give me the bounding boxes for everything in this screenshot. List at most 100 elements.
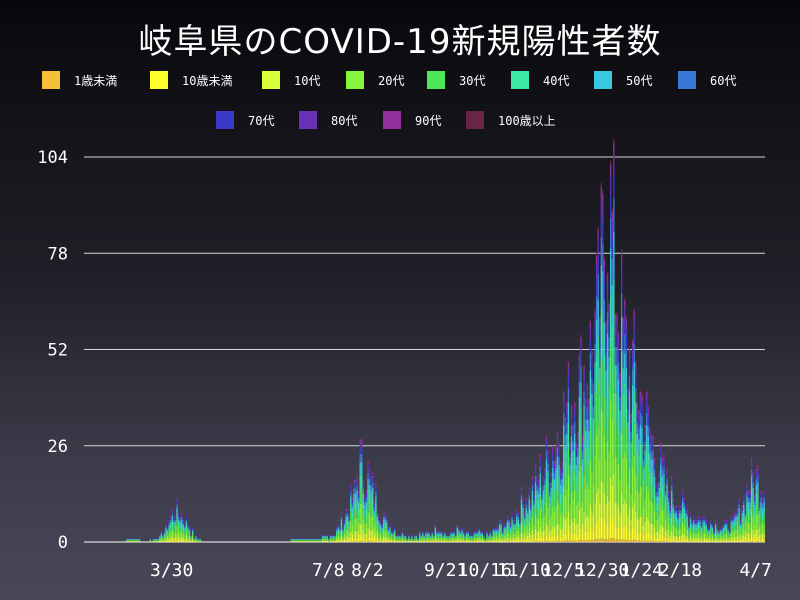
bar-segment — [188, 528, 191, 530]
bar-segment — [370, 478, 372, 482]
bar-segment — [428, 536, 430, 538]
bar-segment — [332, 535, 335, 537]
bar-segment — [594, 329, 596, 344]
bar-segment — [431, 531, 433, 533]
bar-segment — [381, 527, 383, 530]
bar-segment — [489, 537, 491, 541]
bar-segment — [707, 539, 709, 541]
bar-segment — [597, 255, 599, 275]
bar-segment — [606, 333, 609, 367]
bar-segment — [470, 537, 473, 539]
bar-segment — [617, 539, 620, 542]
bar-segment — [649, 453, 651, 468]
bar-segment — [550, 482, 552, 488]
bar-segment — [574, 406, 576, 414]
bar-segment — [168, 533, 170, 539]
bar-segment — [176, 525, 178, 535]
bar-segment — [727, 529, 729, 531]
bar-segment — [574, 413, 576, 423]
bar-segment — [179, 519, 181, 523]
bar-segment — [298, 540, 300, 541]
bar-segment — [719, 540, 721, 542]
bar-segment — [492, 540, 494, 542]
bar-segment — [581, 534, 584, 541]
bar-segment — [519, 540, 521, 542]
bar-segment — [173, 522, 175, 526]
bar-segment — [376, 516, 379, 521]
bar-segment — [575, 457, 577, 466]
bar-segment — [758, 507, 761, 511]
bar-segment — [642, 460, 645, 468]
bar-segment — [628, 540, 631, 542]
bar-segment — [156, 540, 158, 541]
bar-segment — [429, 539, 432, 541]
bar-segment — [663, 535, 665, 542]
bar-segment — [584, 403, 587, 411]
legend-label: 100歳以上 — [498, 113, 556, 128]
bar-segment — [453, 540, 455, 542]
bar-segment — [588, 448, 590, 469]
bar-segment — [738, 534, 740, 539]
bar-segment — [564, 540, 566, 542]
bar-segment — [675, 523, 678, 529]
bar-segment — [677, 516, 679, 520]
bar-segment — [559, 484, 562, 494]
bar-segment — [610, 400, 612, 478]
bar-segment — [547, 453, 549, 458]
bar-segment — [597, 299, 599, 338]
bar-segment — [586, 419, 588, 439]
bar-segment — [600, 308, 602, 359]
bar-segment — [680, 528, 682, 536]
bar-segment — [392, 540, 394, 542]
bar-segment — [332, 538, 335, 540]
bar-segment — [431, 541, 433, 542]
bar-segment — [512, 521, 515, 524]
bar-segment — [184, 526, 186, 528]
bar-segment — [627, 392, 629, 401]
bar-segment — [594, 455, 596, 503]
bar-segment — [743, 538, 745, 542]
bar-segment — [444, 536, 446, 538]
bar-segment — [689, 539, 692, 542]
bar-segment — [420, 538, 422, 540]
bar-segment — [650, 450, 653, 460]
bar-segment — [700, 527, 703, 530]
bar-segment — [533, 504, 535, 511]
bar-segment — [431, 536, 433, 538]
bar-segment — [606, 282, 609, 297]
bar-segment — [691, 540, 693, 542]
bar-segment — [381, 538, 383, 541]
bar-segment — [677, 519, 679, 523]
bar-segment — [378, 518, 380, 520]
bar-segment — [660, 465, 662, 478]
bar-segment — [696, 538, 698, 541]
bar-segment — [619, 540, 621, 542]
bar-segment — [703, 516, 706, 518]
bar-segment — [710, 520, 712, 522]
bar-segment — [548, 503, 551, 512]
bar-segment — [195, 536, 197, 538]
bar-segment — [476, 534, 479, 537]
bar-segment — [149, 540, 152, 541]
bar-segment — [165, 524, 167, 526]
bar-segment — [329, 537, 332, 539]
bar-segment — [633, 343, 635, 363]
bar-segment — [739, 530, 742, 534]
bar-segment — [350, 483, 352, 486]
bar-segment — [591, 378, 593, 394]
bar-segment — [644, 498, 646, 522]
bar-segment — [348, 519, 350, 523]
bar-segment — [544, 493, 546, 505]
bar-segment — [691, 524, 693, 528]
bar-segment — [672, 507, 674, 514]
bar-segment — [605, 459, 607, 505]
bar-segment — [159, 538, 161, 540]
bar-segment — [646, 540, 648, 542]
bar-segment — [503, 532, 505, 536]
bar-segment — [467, 532, 469, 534]
bar-segment — [711, 529, 714, 533]
bar-segment — [592, 483, 595, 515]
bar-segment — [383, 531, 385, 537]
bar-segment — [353, 479, 355, 480]
bar-segment — [631, 466, 634, 508]
